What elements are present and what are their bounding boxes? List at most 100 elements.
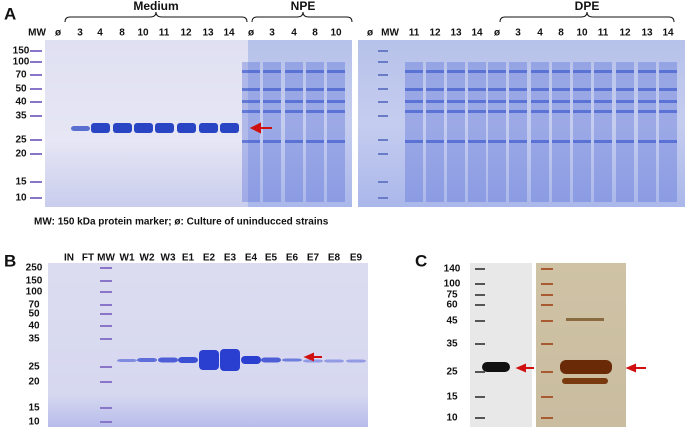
lane-band — [468, 70, 486, 73]
label: 140 — [444, 264, 461, 275]
lane-band — [426, 100, 444, 103]
lane-smear — [594, 62, 612, 202]
lane-band — [552, 110, 570, 113]
ladder-band — [378, 74, 388, 76]
label: 12 — [180, 28, 192, 39]
ladder-band — [100, 313, 112, 315]
ladder-band — [475, 371, 485, 373]
lane-band — [638, 88, 656, 91]
ladder-band — [378, 197, 388, 199]
label: 15 — [15, 177, 27, 188]
protein-band — [178, 357, 198, 363]
lane-band — [488, 100, 506, 103]
lane-band — [447, 140, 465, 143]
ladder-band — [30, 197, 42, 199]
arrows — [249, 122, 646, 373]
label: 250 — [26, 263, 43, 274]
ladder-band — [475, 396, 485, 398]
lane-band — [638, 110, 656, 113]
ladder-band — [475, 268, 485, 270]
label: 3 — [77, 28, 83, 39]
label: MW: 150 kDa protein marker; ø: Culture o… — [34, 217, 329, 228]
lane-band — [242, 110, 260, 113]
lane-band — [573, 70, 591, 73]
lane-band — [285, 140, 303, 143]
protein-band — [282, 358, 302, 362]
label: DPE — [575, 0, 600, 13]
ladder-band — [475, 320, 485, 322]
ladder-band — [378, 181, 388, 183]
label: 13 — [641, 28, 653, 39]
label: A — [4, 4, 16, 23]
protein-band — [220, 123, 239, 133]
label: 150 — [26, 276, 43, 287]
ladder-band — [378, 61, 388, 63]
lane-band — [616, 100, 634, 103]
lane-band — [426, 88, 444, 91]
lane-band — [509, 110, 527, 113]
protein-band — [324, 359, 344, 363]
label: 15 — [446, 392, 458, 403]
ladder-band — [30, 153, 42, 155]
label: 50 — [15, 84, 27, 95]
lane-band — [659, 140, 677, 143]
lane-smear — [263, 62, 281, 202]
lane-band — [242, 70, 260, 73]
ladder-band — [30, 74, 42, 76]
lane-band — [638, 70, 656, 73]
protein-band — [117, 359, 137, 362]
lane-band — [552, 140, 570, 143]
label: 10 — [446, 413, 458, 424]
protein-band — [560, 360, 612, 374]
lane-band — [531, 88, 549, 91]
label: B — [4, 251, 16, 270]
label: C — [415, 251, 427, 270]
ladder-band — [30, 101, 42, 103]
lane-band — [285, 110, 303, 113]
ladder-band — [475, 417, 485, 419]
ladder-band — [100, 407, 112, 409]
lane-smear — [659, 62, 677, 202]
bands — [30, 50, 677, 423]
ladder-band — [475, 283, 485, 285]
label: 25 — [446, 367, 458, 378]
ladder-band — [30, 181, 42, 183]
protein-band — [199, 350, 219, 370]
lane-band — [552, 88, 570, 91]
ladder-band — [475, 294, 485, 296]
lane-band — [531, 110, 549, 113]
label: 8 — [558, 28, 564, 39]
lane-band — [285, 88, 303, 91]
ladder-band — [541, 283, 553, 285]
lane-band — [488, 70, 506, 73]
protein-band — [134, 123, 153, 133]
label: 14 — [662, 28, 674, 39]
label: 11 — [159, 28, 170, 39]
lane-band — [573, 110, 591, 113]
ladder-band — [100, 291, 112, 293]
label: 25 — [15, 135, 27, 146]
ladder-band — [30, 50, 42, 52]
label: 40 — [15, 97, 27, 108]
protein-band — [113, 123, 132, 133]
lane-band — [306, 110, 324, 113]
label: 45 — [446, 316, 458, 327]
label: ø — [55, 28, 62, 39]
ladder-band — [378, 115, 388, 117]
ladder-band — [30, 139, 42, 141]
lane-band — [285, 100, 303, 103]
label: NPE — [291, 0, 316, 13]
lane-band — [659, 88, 677, 91]
ladder-band — [541, 320, 553, 322]
lane-band — [594, 70, 612, 73]
lane-band — [263, 110, 281, 113]
lane-band — [659, 70, 677, 73]
lane-band — [616, 110, 634, 113]
lane-smear — [468, 62, 486, 202]
lane-smear — [327, 62, 345, 202]
label: 10 — [15, 193, 27, 204]
ladder-band — [475, 343, 485, 345]
label: 150 — [13, 46, 30, 57]
lane-smear — [531, 62, 549, 202]
